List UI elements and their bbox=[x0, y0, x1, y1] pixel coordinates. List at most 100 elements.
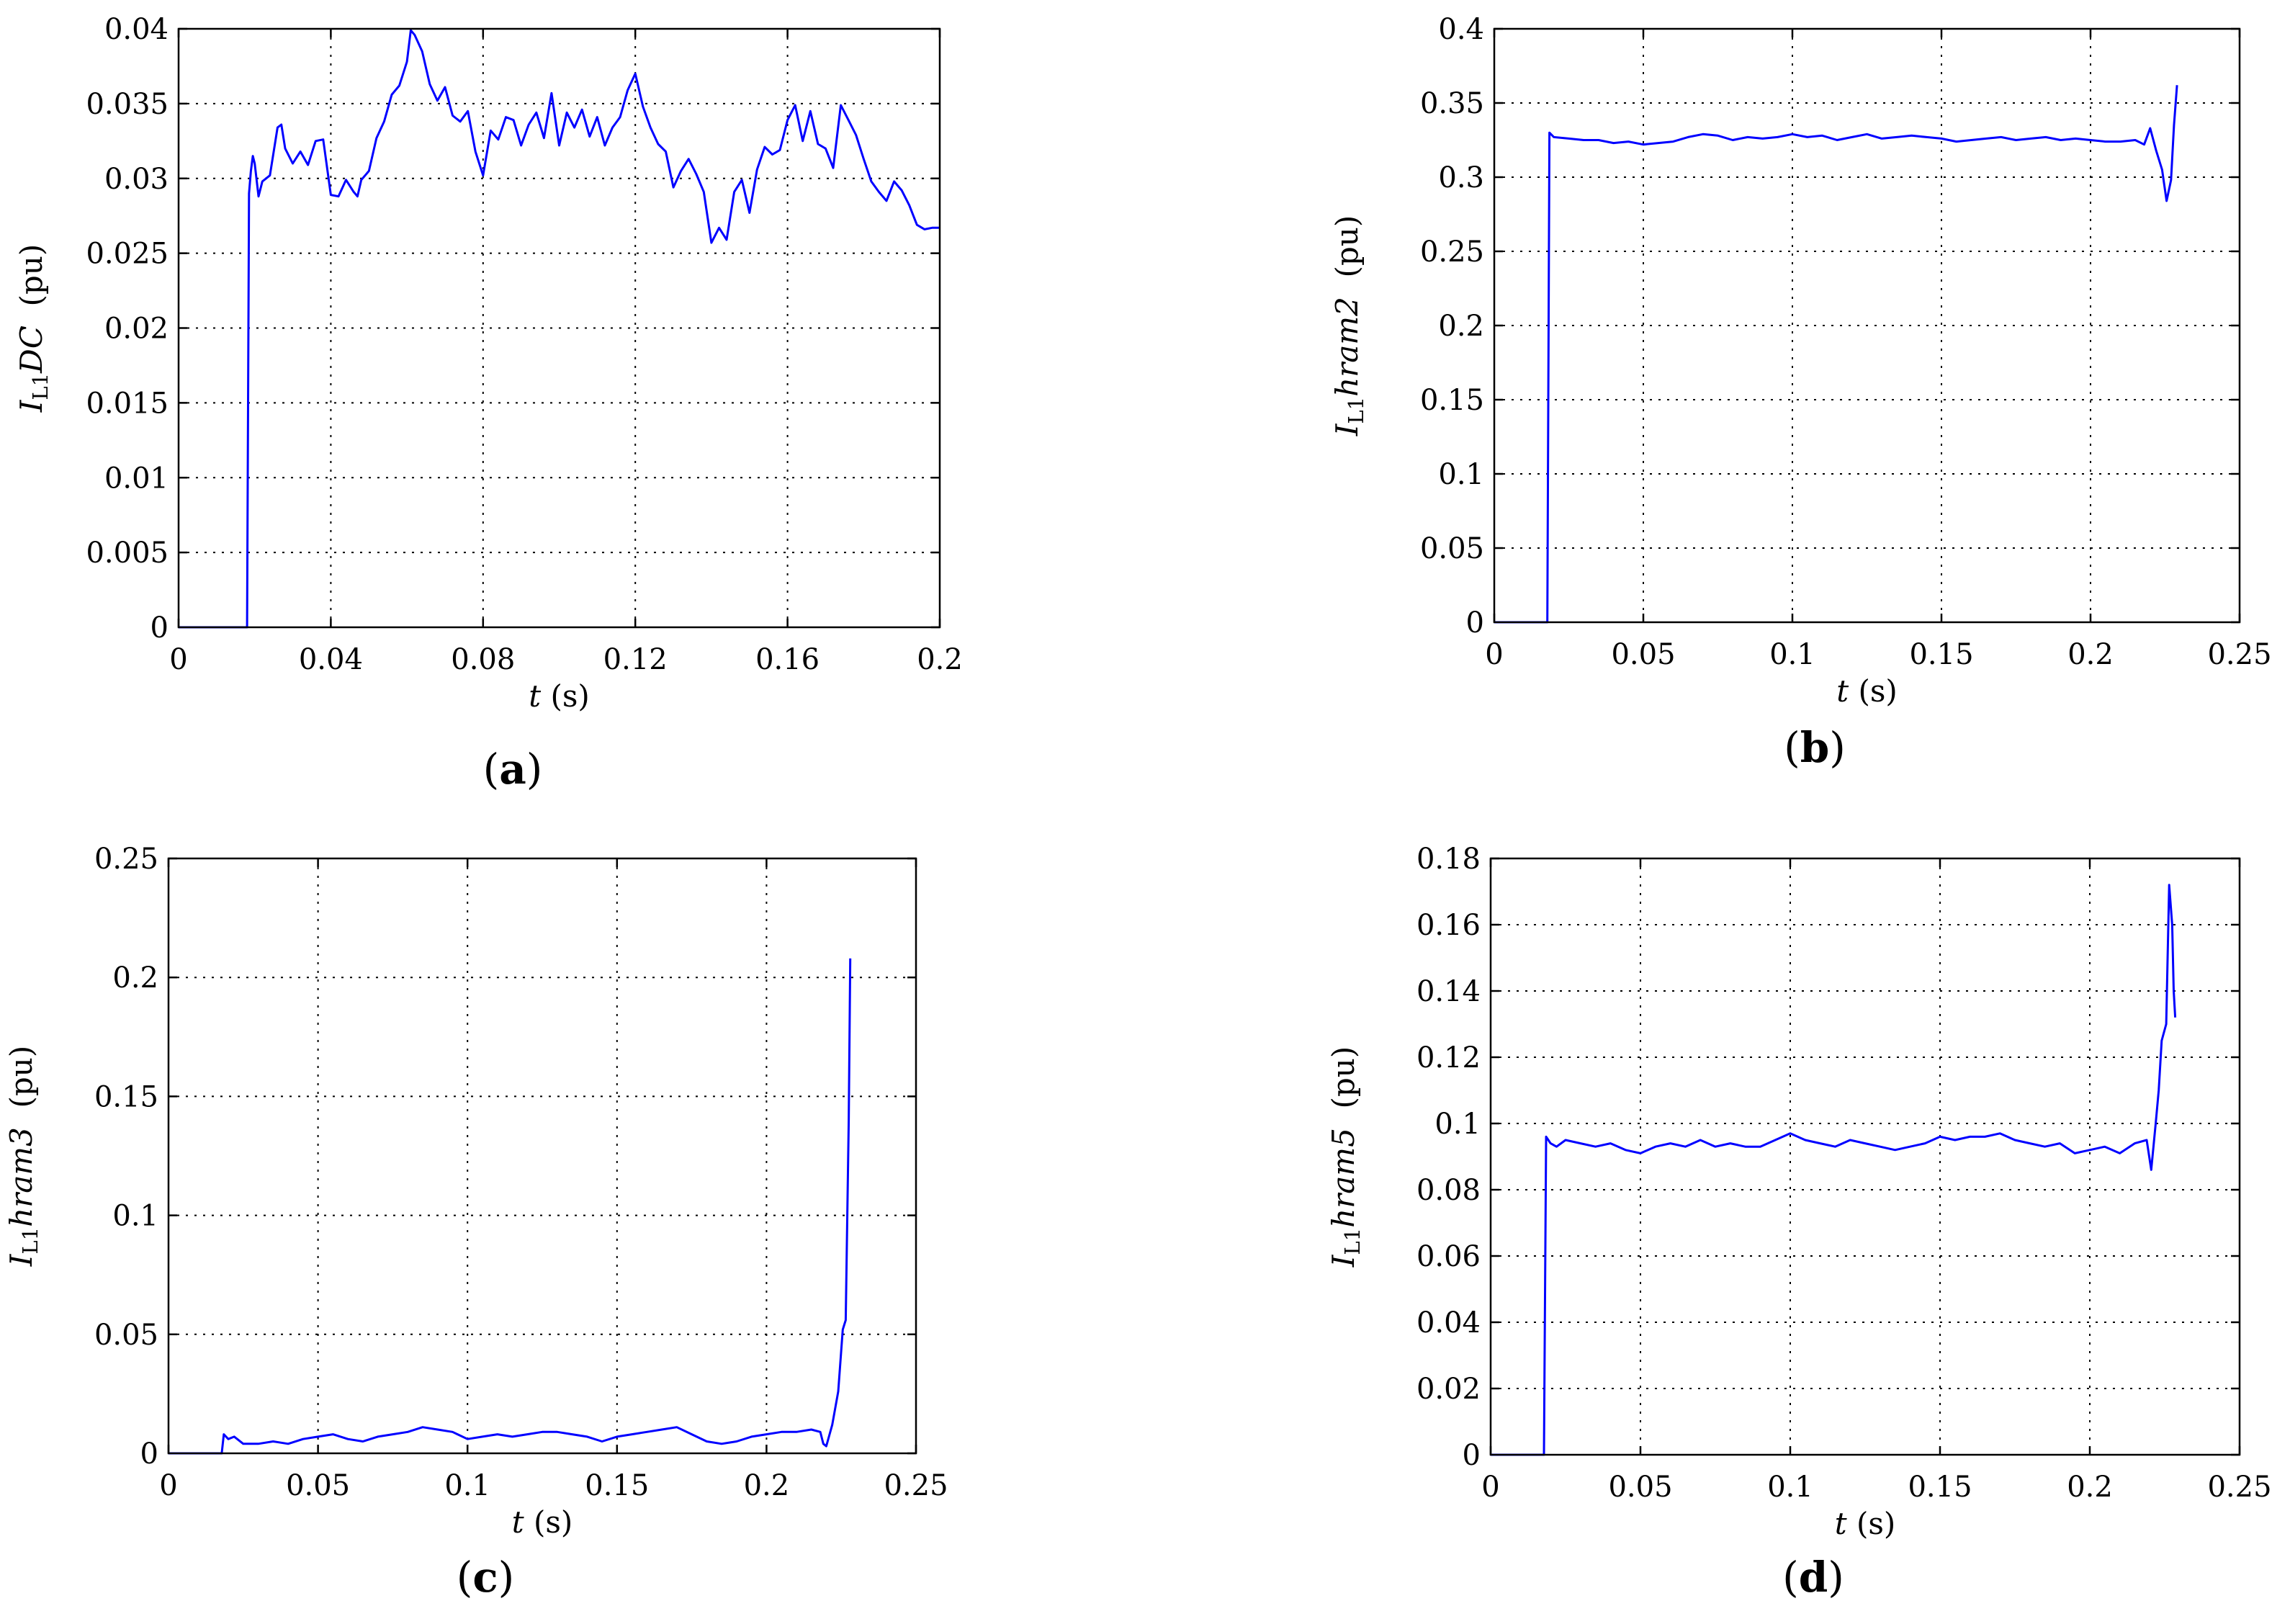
y-tick-label: 0.2 bbox=[112, 961, 158, 995]
x-tick-label: 0.15 bbox=[1909, 638, 1973, 671]
y-axis-variable: I bbox=[1329, 423, 1365, 436]
y-tick-label: 0.05 bbox=[94, 1319, 158, 1352]
series-line bbox=[1494, 85, 2178, 624]
y-tick-label: 0.1 bbox=[112, 1200, 158, 1233]
panel-label: (b) bbox=[1784, 723, 1846, 772]
x-axis-unit: (s) bbox=[524, 1504, 573, 1540]
y-axis-name: hram5 bbox=[1326, 1128, 1361, 1228]
y-tick-label: 0.05 bbox=[1420, 532, 1484, 565]
y-tick-label: 0.04 bbox=[1416, 1306, 1481, 1340]
y-axis-unit: (pu) bbox=[14, 244, 49, 326]
panel-b: 0 0.05 0.1 0.15 0.2 0.25 0 0.05 0.1 0.15 0.2 0.25 0.… bbox=[1329, 13, 2272, 772]
x-tick-label: 0.1 bbox=[1769, 638, 1815, 671]
x-tick-label: 0 bbox=[159, 1469, 177, 1502]
plot-frame bbox=[1489, 857, 2241, 1456]
x-tick-label: 0.25 bbox=[2207, 1471, 2271, 1504]
y-axis-name: hram3 bbox=[4, 1127, 39, 1227]
y-tick-label: 0.06 bbox=[1416, 1240, 1481, 1273]
y-axis-label: IL1hram2 (pu) bbox=[1329, 215, 1368, 436]
y-tick-label: 0.15 bbox=[94, 1080, 158, 1113]
x-axis-variable: t bbox=[512, 1504, 524, 1540]
y-tick-label: 0.025 bbox=[86, 238, 169, 271]
x-tick-label: 0.16 bbox=[755, 643, 820, 676]
series-line bbox=[1491, 884, 2177, 1456]
x-tick-label: 0.15 bbox=[1908, 1471, 1972, 1504]
x-axis-label: t (s) bbox=[1836, 673, 1898, 709]
y-axis-subscript: L1 bbox=[1344, 397, 1368, 424]
panel-d: 0 0.05 0.1 0.15 0.2 0.25 0 0.02 0.04 0.06 0.08 0.1 0… bbox=[1326, 843, 2272, 1602]
panel-label: (d) bbox=[1782, 1553, 1844, 1602]
x-tick-label: 0.05 bbox=[1611, 638, 1675, 671]
plot-frame bbox=[1493, 27, 2241, 624]
y-tick-label: 0.35 bbox=[1420, 87, 1484, 120]
y-tick-label: 0.2 bbox=[1438, 310, 1484, 343]
x-tick-label: 0 bbox=[1485, 638, 1503, 671]
x-tick-label: 0.12 bbox=[603, 643, 668, 676]
y-axis-subscript: L1 bbox=[1340, 1228, 1365, 1255]
y-tick-label: 0.01 bbox=[104, 462, 169, 495]
x-axis-unit: (s) bbox=[541, 678, 590, 714]
y-tick-label: 0.1 bbox=[1434, 1108, 1481, 1141]
panel-letter: d bbox=[1799, 1553, 1828, 1602]
x-tick-label: 0.2 bbox=[744, 1469, 790, 1502]
x-tick-label: 0.04 bbox=[299, 643, 363, 676]
y-axis-label: IL1hram3 (pu) bbox=[4, 1046, 42, 1267]
series-line bbox=[169, 958, 852, 1455]
y-tick-label: 0.25 bbox=[1420, 235, 1484, 269]
y-axis-subscript: L1 bbox=[28, 373, 53, 400]
y-axis-label: IL1hram5 (pu) bbox=[1326, 1046, 1365, 1268]
y-axis-variable: I bbox=[14, 399, 49, 413]
series-line bbox=[179, 29, 940, 629]
y-axis-label: IL1DC (pu) bbox=[14, 244, 53, 413]
y-axis-subscript: L1 bbox=[18, 1227, 42, 1255]
panel-label: (c) bbox=[457, 1553, 515, 1602]
y-axis-name: DC bbox=[14, 326, 49, 374]
y-tick-label: 0 bbox=[1463, 1439, 1481, 1472]
x-tick-label: 0.05 bbox=[286, 1469, 350, 1502]
y-tick-label: 0.15 bbox=[1420, 384, 1484, 417]
panel-c: 0 0.05 0.1 0.15 0.2 0.25 0 0.05 0.1 0.15 0.2 0.25 t … bbox=[4, 843, 948, 1602]
plot-frame bbox=[167, 857, 917, 1455]
y-tick-label: 0.18 bbox=[1416, 843, 1481, 876]
y-tick-label: 0.03 bbox=[104, 163, 169, 196]
x-axis-unit: (s) bbox=[1849, 673, 1898, 709]
y-tick-label: 0.1 bbox=[1438, 458, 1484, 491]
y-tick-label: 0.02 bbox=[1416, 1373, 1481, 1406]
x-tick-label: 0.1 bbox=[1767, 1471, 1813, 1504]
x-tick-label: 0.2 bbox=[2067, 1471, 2113, 1504]
x-axis-variable: t bbox=[1836, 673, 1849, 709]
x-tick-label: 0.2 bbox=[917, 643, 963, 676]
y-tick-label: 0.25 bbox=[94, 843, 158, 876]
y-axis-unit: (pu) bbox=[1329, 215, 1365, 297]
x-tick-label: 0.25 bbox=[2207, 638, 2271, 671]
y-axis-variable: I bbox=[1326, 1254, 1361, 1268]
x-axis-label: t (s) bbox=[1835, 1506, 1896, 1541]
y-tick-label: 0.005 bbox=[86, 537, 169, 570]
x-tick-label: 0.05 bbox=[1608, 1471, 1672, 1504]
y-tick-label: 0.16 bbox=[1416, 909, 1481, 942]
x-tick-label: 0.2 bbox=[2067, 638, 2114, 671]
y-tick-label: 0.015 bbox=[86, 387, 169, 420]
plot-frame bbox=[177, 27, 941, 629]
y-tick-label: 0.02 bbox=[104, 313, 169, 346]
y-tick-label: 0 bbox=[140, 1437, 158, 1471]
x-axis-variable: t bbox=[529, 678, 541, 714]
panel-label: (a) bbox=[483, 745, 543, 794]
x-tick-label: 0.08 bbox=[451, 643, 515, 676]
x-axis-label: t (s) bbox=[529, 678, 590, 714]
x-axis-unit: (s) bbox=[1847, 1506, 1896, 1541]
y-tick-label: 0.4 bbox=[1438, 13, 1484, 46]
y-tick-label: 0.14 bbox=[1416, 975, 1481, 1008]
x-axis-label: t (s) bbox=[512, 1504, 573, 1540]
panel-letter: b bbox=[1800, 723, 1830, 772]
x-tick-label: 0.1 bbox=[444, 1469, 490, 1502]
y-tick-label: 0.04 bbox=[104, 13, 169, 46]
y-tick-label: 0 bbox=[1466, 606, 1484, 640]
y-tick-label: 0.08 bbox=[1416, 1174, 1481, 1207]
y-axis-unit: (pu) bbox=[1326, 1046, 1361, 1128]
x-axis-variable: t bbox=[1835, 1506, 1847, 1541]
y-tick-label: 0.035 bbox=[86, 88, 169, 121]
y-tick-label: 0 bbox=[151, 611, 169, 645]
y-axis-variable: I bbox=[4, 1253, 39, 1267]
x-tick-label: 0 bbox=[1481, 1471, 1499, 1504]
